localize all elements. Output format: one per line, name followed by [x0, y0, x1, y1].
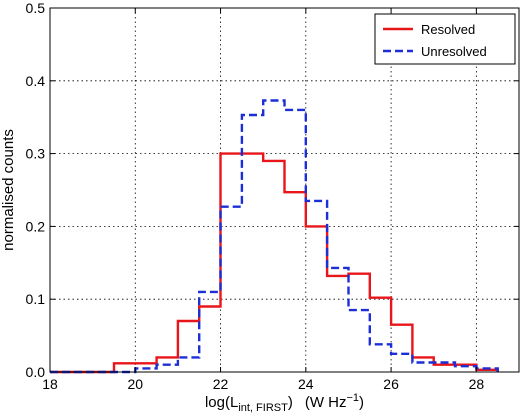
y-tick-label-4: 0.4 [26, 73, 46, 89]
legend: Resolved Unresolved [374, 13, 516, 65]
x-axis-label-subscript: int, FIRST [238, 402, 288, 414]
y-tick-label-1: 0.1 [26, 291, 46, 307]
axis-ticks: 18 20 22 24 26 28 0.0 0.1 0.2 0.3 0.4 0.5 [26, 0, 519, 392]
y-tick-label-3: 0.3 [26, 146, 46, 162]
x-tick-label-22: 22 [213, 376, 229, 392]
series-resolved-bin-3 [114, 363, 135, 372]
series-unresolved-bin-7 [199, 292, 220, 372]
series-layer [50, 99, 499, 374]
series-unresolved-bin-18 [434, 363, 455, 372]
legend-label-resolved: Resolved [421, 22, 475, 37]
series-unresolved-bin-17 [412, 363, 433, 372]
x-tick-label-20: 20 [127, 376, 143, 392]
legend-box [374, 13, 516, 65]
x-axis-label-units: (W Hz [305, 394, 347, 411]
series-resolved-outline [50, 152, 499, 374]
series-unresolved-bin-15 [370, 344, 391, 372]
series-unresolved-bin-16 [391, 354, 412, 372]
series-unresolved-bin-9 [242, 115, 263, 372]
series-unresolved-bin-12 [306, 201, 327, 372]
x-axis-label-superscript: −1 [346, 392, 359, 404]
plot-area-frame [49, 7, 520, 373]
series-unresolved-outline [50, 99, 499, 374]
series-unresolved-bin-5 [157, 365, 178, 372]
series-unresolved-bin-19 [455, 366, 476, 372]
series-unresolved-bin-14 [348, 310, 369, 372]
y-tick-label-0: 0.0 [26, 364, 46, 380]
y-tick-label-2: 0.2 [26, 218, 46, 234]
y-axis-title: normalised counts [0, 129, 17, 251]
series-unresolved-bin-8 [221, 207, 242, 372]
x-tick-label-28: 28 [469, 376, 485, 392]
y-tick-label-5: 0.5 [26, 0, 46, 16]
series-unresolved-bin-6 [178, 357, 199, 372]
x-tick-label-18: 18 [42, 376, 58, 392]
series-unresolved-bin-20 [476, 368, 497, 372]
legend-label-unresolved: Unresolved [421, 44, 487, 59]
grid-lines [50, 8, 519, 372]
series-unresolved-bin-4 [135, 368, 156, 372]
x-axis-label-units-close: ) [359, 394, 364, 411]
x-axis-label-close: ) [288, 394, 293, 411]
x-axis-title: log(Lint, FIRST) (W Hz−1) [205, 392, 364, 414]
x-tick-label-24: 24 [298, 376, 314, 392]
x-axis-label-main: log(L [205, 394, 238, 411]
series-unresolved-bin-13 [327, 268, 348, 372]
series-unresolved-bin-11 [285, 110, 306, 372]
svg-text:log(Lint, FIRST)(W Hz−1): log(Lint, FIRST) (W Hz−1) [205, 392, 364, 414]
x-tick-label-26: 26 [383, 376, 399, 392]
series-unresolved-bin-10 [263, 100, 284, 372]
